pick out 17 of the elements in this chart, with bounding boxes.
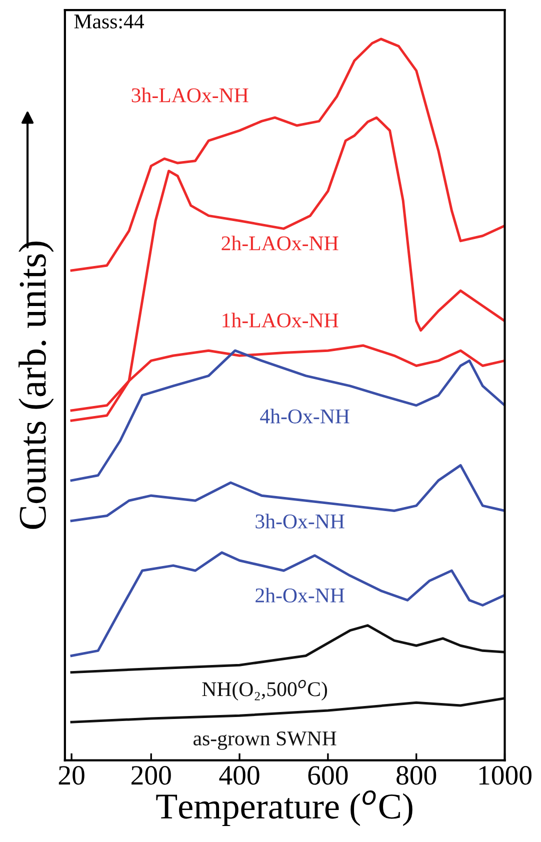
text: Mass:44 [74, 14, 144, 29]
series-label: 3h-LAOx-NH [132, 88, 248, 102]
x-tick-label: 20 [58, 766, 84, 785]
x-tick-label: 400 [219, 766, 260, 785]
x-tick-label: 800 [396, 766, 436, 785]
series-label: NH(O₂,500$^{o}$C) [202, 680, 328, 700]
x-tick-label: 200 [132, 766, 171, 785]
y-axis-title: Counts (arb. units) [18, 242, 54, 529]
series-label: 2h-LAOx-NH [222, 236, 338, 250]
series-label: as-grown SWNH [194, 731, 336, 750]
series-label: 1h-LAOx-NH [222, 312, 338, 328]
x-tick-label: 1000 [479, 766, 532, 785]
series-label: 3h-Ox-NH [256, 514, 344, 528]
x-axis-title: Temperature ($^{o}$C) [156, 790, 412, 826]
series-label: 4h-Ox-NH [260, 408, 350, 424]
x-tick-label: 600 [308, 766, 348, 785]
series-label: 2h-Ox-NH [256, 588, 344, 602]
